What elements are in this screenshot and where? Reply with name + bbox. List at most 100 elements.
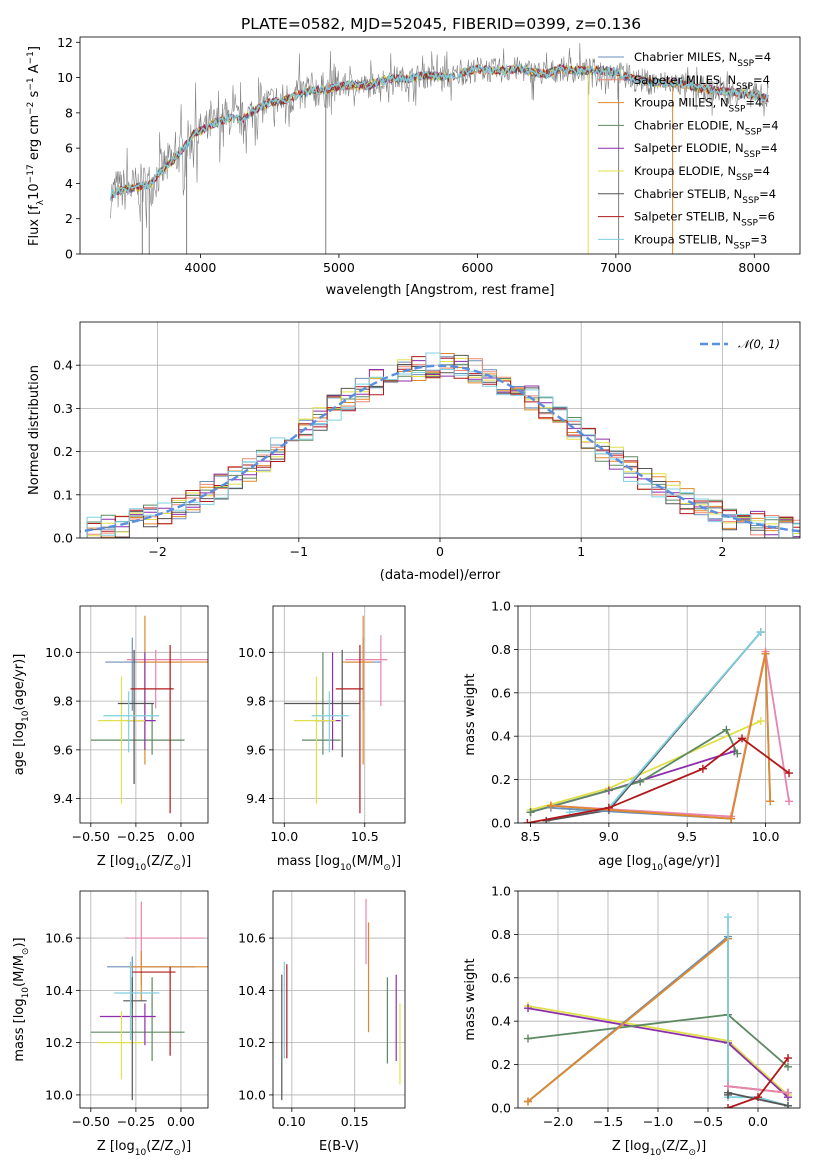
weight_vs_age-grid bbox=[518, 605, 800, 824]
legend-entry: Salpeter ELODIE, NSSP=4 bbox=[634, 141, 777, 160]
weight-marker bbox=[523, 819, 532, 823]
legend-entry-part: Chabrier STELIB, N bbox=[634, 187, 742, 201]
legend-entry: Kroupa MILES, NSSP=4 bbox=[634, 96, 762, 115]
mass_vs_ebv-ytick-label: 10.6 bbox=[238, 931, 266, 946]
weight_vs_age-xlabel-part: 10 bbox=[651, 863, 663, 873]
weight_vs_age-ytick-label: 1.0 bbox=[491, 599, 511, 614]
weight_vs_Z-ytick-label: 0.6 bbox=[491, 970, 511, 985]
mass_vs_ebv-xtick-label: 0.10 bbox=[278, 1114, 306, 1129]
spectrum-plot bbox=[109, 43, 769, 254]
legend-entry-part: Salpeter ELODIE, N bbox=[634, 141, 744, 155]
age_vs_Z-ytick-label: 9.4 bbox=[53, 791, 73, 806]
mass_vs_Z-grid bbox=[80, 891, 208, 1108]
weight_vs_Z-xtick-label: −1.5 bbox=[593, 1114, 623, 1129]
spectrum-ytick-label: 8 bbox=[65, 105, 73, 120]
legend-entry-part: =4 bbox=[759, 187, 776, 201]
residuals-xtick-label: −1 bbox=[290, 544, 308, 559]
weight_vs_Z-ytick-label: 0.4 bbox=[491, 1014, 511, 1029]
spectrum-xtick-label: 5000 bbox=[323, 260, 355, 275]
spectrum-ylabel-part: A bbox=[27, 64, 42, 77]
weight_vs_age-xtick-label: 9.5 bbox=[677, 829, 697, 844]
residuals-ylabel: Normed distribution bbox=[27, 365, 42, 495]
age_vs_mass-xlabel: mass [log10(M/M⊙)] bbox=[277, 854, 401, 873]
weight-marker bbox=[756, 717, 765, 726]
weight-marker bbox=[724, 1082, 732, 1091]
weight-marker bbox=[784, 1088, 792, 1097]
age_vs_Z-xlabel-part: (Z/Z bbox=[146, 854, 173, 869]
age_vs_mass-xtick-label: 10.0 bbox=[270, 829, 298, 844]
age_vs_Z-xlabel-part: 10 bbox=[135, 863, 147, 873]
weight-marker bbox=[761, 649, 770, 658]
legend-entry: Chabrier MILES, NSSP=4 bbox=[634, 50, 771, 69]
age_vs_mass-axes: 10.0 10.5 9.4 9.6 9.8 10.0 mass [log10(M/M⊙)] bbox=[238, 605, 406, 873]
weight_vs_Z-xlabel-part: Z [log bbox=[612, 1139, 650, 1154]
weight-marker bbox=[785, 797, 794, 806]
weight-marker bbox=[524, 1097, 532, 1106]
age_vs_mass-xlabel-part: 10 bbox=[340, 863, 352, 873]
legend-entry-part: Salpeter STELIB, N bbox=[634, 210, 741, 224]
mass_vs_ebv-xlabel: E(B-V) bbox=[319, 1139, 359, 1154]
age_vs_Z-ylabel-part: age [log bbox=[12, 722, 27, 775]
weight_vs_age-xtick-label: 8.5 bbox=[521, 829, 541, 844]
age_vs_Z-plot bbox=[90, 615, 208, 814]
age_vs_Z-xtick-label: −0.25 bbox=[117, 829, 155, 844]
weight-marker bbox=[733, 749, 742, 758]
age_vs_Z-ytick-label: 9.6 bbox=[53, 742, 73, 757]
weight_vs_age-ytick-label: 0.2 bbox=[491, 772, 511, 787]
spectrum-ytick-label: 12 bbox=[57, 35, 73, 50]
weight_vs_Z-xtick-label: −0.5 bbox=[693, 1114, 723, 1129]
mass_vs_Z-xlabel-part: 10 bbox=[135, 1148, 147, 1158]
mass_vs_ebv-frame bbox=[272, 890, 406, 1109]
mass_vs_Z-ytick-label: 10.0 bbox=[45, 1087, 73, 1102]
weight_vs_Z-axes: −2.0 −1.5 −1.0 −0.5 0.0 0.0 0.2 0.4 0.6 0.8 1.0 Z [… bbox=[463, 884, 801, 1158]
spectrum-ylabel-part: −2 bbox=[26, 102, 36, 115]
spectrum-ytick-label: 10 bbox=[57, 70, 73, 85]
age_vs_Z-xlabel-part: )] bbox=[181, 854, 191, 869]
mass_vs_ebv-ytick-label: 10.4 bbox=[238, 983, 266, 998]
weight_vs_Z-xlabel-part: ⊙ bbox=[688, 1148, 696, 1158]
weight-marker bbox=[724, 1104, 732, 1108]
weight-marker bbox=[604, 803, 613, 812]
legend-entry: Salpeter MILES, NSSP=4 bbox=[634, 73, 770, 92]
weight_vs_age-plot bbox=[523, 628, 794, 823]
spectrum-ytick-label: 4 bbox=[65, 176, 73, 191]
mass_vs_Z-ylabel-part: ⊙ bbox=[21, 948, 31, 956]
mass_vs_Z-xlabel: Z [log10(Z/Z⊙)] bbox=[97, 1139, 191, 1158]
age_vs_Z-xtick-label: 0.00 bbox=[167, 829, 195, 844]
spectrum-ylabel-part: −17 bbox=[26, 164, 36, 183]
spectrum-ylabel: Flux [fλ10−17 erg cm−2 s−1 A−1] bbox=[26, 46, 46, 246]
spectrum-frame bbox=[79, 36, 801, 255]
spectrum-legend: Chabrier MILES, NSSP=4 Salpeter MILES, NS… bbox=[598, 50, 779, 251]
weight_vs_age-ytick-label: 0.6 bbox=[491, 685, 511, 700]
spectrum-ylabel-part: erg cm bbox=[27, 115, 42, 164]
weight_vs_Z-xlabel-part: 10 bbox=[650, 1148, 662, 1158]
age_vs_mass-xlabel-part: mass [log bbox=[277, 854, 340, 869]
weight_vs_Z-xtick-label: −1.0 bbox=[643, 1114, 673, 1129]
age_vs_Z-ytick-label: 10.0 bbox=[45, 645, 73, 660]
residuals-xtick-label: −2 bbox=[148, 544, 166, 559]
weight_vs_age-axes: 8.5 9.0 9.5 10.0 0.0 0.2 0.4 0.6 0.8 1.0 age [log1… bbox=[463, 599, 801, 873]
weight_vs_Z-ytick-label: 0.8 bbox=[491, 927, 511, 942]
age_vs_mass-frame bbox=[272, 605, 406, 824]
mass_vs_Z-ylabel-part: mass [log bbox=[12, 998, 27, 1061]
weight-marker bbox=[784, 1062, 792, 1071]
spectrum-ylabel-part: −1 bbox=[26, 51, 36, 64]
weight_vs_age-ytick-label: 0.0 bbox=[491, 816, 511, 831]
age_vs_Z-ylabel-part: (age/yr)] bbox=[12, 654, 27, 711]
weight-series-pink bbox=[727, 1085, 789, 1094]
legend-entry-part: Chabrier MILES, N bbox=[634, 50, 737, 64]
spectrum-xlabel: wavelength [Angstrom, rest frame] bbox=[326, 283, 555, 298]
weight_vs_Z-frame bbox=[517, 890, 801, 1109]
mass_vs_Z-ytick-label: 10.6 bbox=[45, 931, 73, 946]
mass_vs_ebv-axes: 0.10 0.15 10.0 10.2 10.4 10.6 E(B-V) bbox=[238, 890, 406, 1154]
residuals-plot bbox=[80, 352, 800, 538]
age_vs_Z-xlabel-part: Z [log bbox=[97, 854, 135, 869]
legend-entry: Kroupa STELIB, NSSP=3 bbox=[634, 232, 767, 251]
legend-entry-part: Kroupa ELODIE, N bbox=[634, 164, 736, 178]
weight-marker bbox=[754, 1093, 762, 1102]
weight-marker bbox=[785, 769, 794, 778]
age_vs_mass-ytick-label: 9.4 bbox=[246, 791, 266, 806]
weight-marker bbox=[526, 808, 535, 817]
spectrum-ytick-label: 6 bbox=[65, 141, 73, 156]
